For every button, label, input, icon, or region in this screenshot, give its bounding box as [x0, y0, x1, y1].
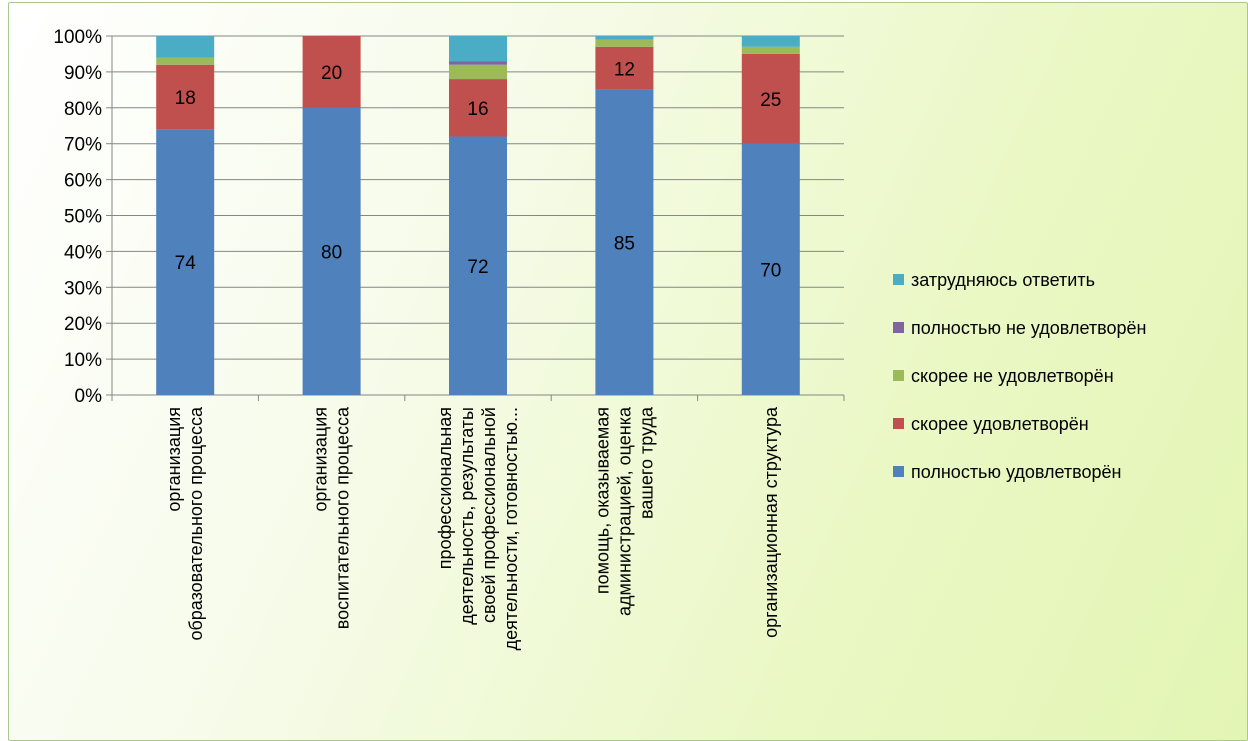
- data-label: 80: [321, 242, 342, 263]
- bar-segment: [595, 39, 654, 47]
- category-label-line: воспитательного процесса: [333, 406, 353, 629]
- bar-segment: [449, 64, 507, 80]
- legend-swatch: [893, 370, 904, 381]
- bar-segment: [449, 61, 507, 65]
- data-label: 20: [321, 63, 342, 84]
- data-label: 18: [175, 88, 196, 109]
- y-tick-label: 20%: [64, 314, 102, 335]
- legend-swatch: [893, 274, 904, 285]
- bar-segment: [302, 107, 361, 396]
- category-label: организационная структура: [761, 406, 781, 638]
- bar-segment: [741, 53, 800, 144]
- bar-segment: [741, 143, 800, 395]
- bar-segment: [156, 57, 215, 65]
- category-label: помощь, оказываемая администрацией, оценк…: [592, 406, 656, 616]
- category-label: профессиональная деятельность, результаты…: [435, 407, 521, 650]
- category-label-line: образовательного процесса: [186, 406, 206, 641]
- data-label: 85: [614, 233, 635, 254]
- y-tick-label: 30%: [64, 278, 102, 299]
- legend-label: полностью удовлетворён: [911, 462, 1122, 482]
- category-label: организация воспитательного процесса: [311, 406, 353, 629]
- legend-label: скорее удовлетворён: [911, 414, 1089, 434]
- bar-segment: [449, 36, 507, 62]
- data-label: 16: [467, 99, 488, 120]
- y-tick-label: 80%: [64, 99, 102, 120]
- legend-swatch: [893, 322, 904, 333]
- bar-segment: [156, 36, 215, 58]
- bar-segment: [449, 79, 507, 137]
- data-label: 74: [175, 253, 197, 274]
- bar-segment: [156, 64, 215, 130]
- bar-segment: [741, 46, 800, 54]
- bar-segment: [595, 36, 654, 40]
- y-tick-label: 90%: [64, 63, 102, 84]
- category-label-line: профессиональная: [435, 407, 455, 569]
- category-label-line: организационная структура: [761, 406, 781, 638]
- y-tick-label: 10%: [64, 350, 102, 371]
- y-tick-label: 40%: [64, 242, 102, 263]
- category-label-line: деятельности, готовностью...: [501, 407, 521, 650]
- legend-swatch: [893, 466, 904, 477]
- legend-label: скорее не удовлетворён: [911, 366, 1114, 386]
- category-label: организация образовательного процесса: [164, 406, 206, 641]
- y-tick-label: 50%: [64, 207, 102, 228]
- y-tick-label: 100%: [53, 27, 102, 48]
- y-tick-label: 60%: [64, 171, 102, 192]
- category-label-line: вашего труда: [636, 406, 656, 519]
- bar-segment: [302, 36, 361, 108]
- legend-label: полностью не удовлетворён: [911, 318, 1146, 338]
- legend-swatch: [893, 418, 904, 429]
- category-label-line: помощь, оказываемая: [592, 407, 612, 594]
- data-label: 12: [614, 59, 635, 80]
- bar-segment: [741, 36, 800, 47]
- legend-label: затрудняюсь ответить: [911, 270, 1095, 290]
- category-label-line: администрацией, оценка: [614, 406, 634, 616]
- bar-segment: [595, 46, 654, 90]
- y-tick-label: 0%: [75, 386, 103, 407]
- category-label-line: своей профессиональной: [479, 407, 499, 623]
- category-label-line: деятельность, результаты: [457, 407, 477, 625]
- data-label: 72: [467, 257, 488, 278]
- bar-segment: [156, 129, 215, 395]
- category-label-line: организация: [311, 407, 331, 512]
- data-label: 70: [760, 260, 781, 281]
- category-label-line: организация: [164, 407, 184, 512]
- data-label: 25: [760, 90, 781, 111]
- y-tick-label: 70%: [64, 135, 102, 156]
- bar-segment: [449, 136, 507, 395]
- bar-segment: [595, 89, 654, 395]
